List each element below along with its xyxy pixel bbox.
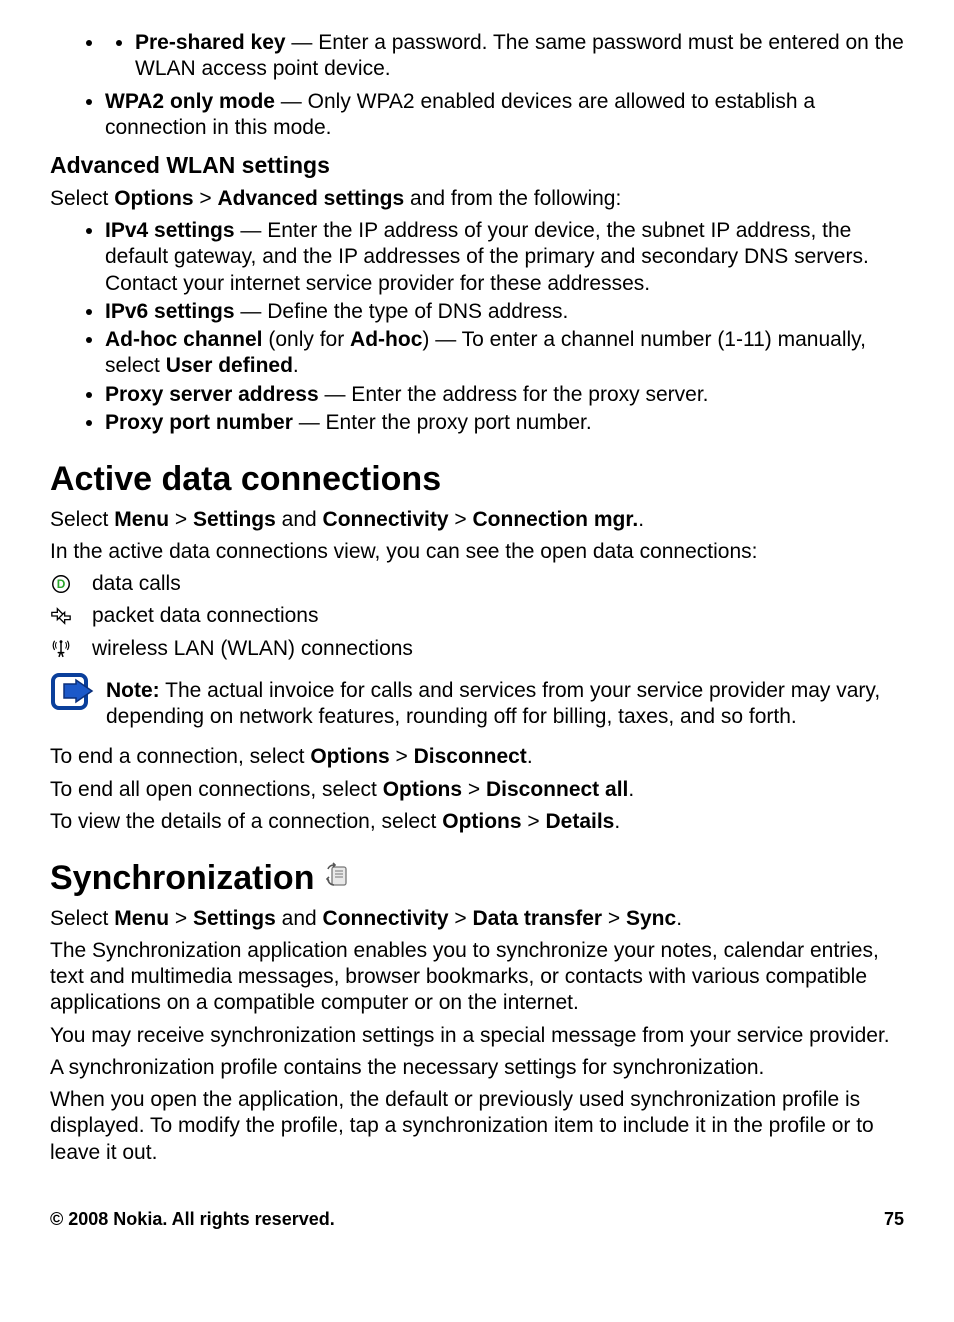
term-desc: — Enter the address for the proxy server…: [319, 383, 709, 406]
advanced-wlan-intro: Select Options > Advanced settings and f…: [50, 186, 904, 212]
nested-list: Pre-shared key — Enter a password. The s…: [105, 30, 904, 83]
active-connections-path: Select Menu > Settings and Connectivity …: [50, 507, 904, 533]
text: and from the following:: [404, 187, 621, 210]
text: Select: [50, 907, 114, 930]
path-disconnect-all: Disconnect all: [486, 778, 628, 801]
path-data-transfer: Data transfer: [473, 907, 603, 930]
sync-paragraph: When you open the application, the defau…: [50, 1087, 904, 1166]
term: IPv4 settings: [105, 219, 235, 242]
wlan-icon: [50, 638, 78, 660]
path-sep: >: [602, 907, 626, 930]
term: Proxy server address: [105, 383, 319, 406]
page-number: 75: [884, 1208, 904, 1231]
text: .: [527, 745, 533, 768]
text: .: [614, 810, 620, 833]
path-options: Options: [442, 810, 521, 833]
active-connections-heading: Active data connections: [50, 458, 904, 501]
sync-heading-row: Synchronization: [50, 857, 904, 900]
text: .: [638, 508, 644, 531]
path-sep: >: [522, 810, 546, 833]
text: and: [276, 508, 323, 531]
term: WPA2 only mode: [105, 90, 275, 113]
legend-packet-data: packet data connections: [50, 603, 904, 629]
text: To end all open connections, select: [50, 778, 383, 801]
text: To end a connection, select: [50, 745, 310, 768]
sync-paragraph: A synchronization profile contains the n…: [50, 1055, 904, 1081]
path-options: Options: [114, 187, 193, 210]
path-connectivity: Connectivity: [323, 907, 449, 930]
list-item: IPv4 settings — Enter the IP address of …: [105, 218, 904, 297]
path-connection-mgr: Connection mgr.: [473, 508, 639, 531]
path-menu: Menu: [114, 907, 169, 930]
path-settings: Settings: [193, 508, 276, 531]
text: To view the details of a connection, sel…: [50, 810, 442, 833]
text: .: [293, 354, 299, 377]
path-details: Details: [546, 810, 615, 833]
path-sep: >: [169, 508, 193, 531]
svg-text:D: D: [57, 577, 66, 591]
sync-path: Select Menu > Settings and Connectivity …: [50, 906, 904, 932]
details-instruction: To view the details of a connection, sel…: [50, 809, 904, 835]
note-icon: [50, 672, 102, 721]
path-advanced: Advanced settings: [217, 187, 404, 210]
page-footer: © 2008 Nokia. All rights reserved. 75: [50, 1208, 904, 1231]
text: User defined: [166, 354, 293, 377]
list-item: WPA2 only mode — Only WPA2 enabled devic…: [105, 89, 904, 142]
path-sep: >: [449, 508, 473, 531]
sync-paragraph: You may receive synchronization settings…: [50, 1023, 904, 1049]
path-sep: >: [390, 745, 414, 768]
text: Select: [50, 187, 114, 210]
path-disconnect: Disconnect: [414, 745, 527, 768]
copyright: © 2008 Nokia. All rights reserved.: [50, 1208, 335, 1231]
advanced-wlan-list: IPv4 settings — Enter the IP address of …: [50, 218, 904, 436]
note-block: Note: The actual invoice for calls and s…: [50, 678, 904, 737]
path-sep: >: [169, 907, 193, 930]
path-sync: Sync: [626, 907, 676, 930]
path-sep: >: [194, 187, 218, 210]
path-menu: Menu: [114, 508, 169, 531]
packet-data-icon: [50, 605, 78, 627]
path-sep: >: [462, 778, 486, 801]
term: IPv6 settings: [105, 300, 235, 323]
advanced-wlan-heading: Advanced WLAN settings: [50, 151, 904, 180]
text: .: [676, 907, 682, 930]
text: and: [276, 907, 323, 930]
list-item: Pre-shared key — Enter a password. The s…: [105, 30, 904, 83]
list-item: IPv6 settings — Define the type of DNS a…: [105, 299, 904, 325]
legend-label: packet data connections: [92, 603, 904, 629]
text: Ad-hoc: [350, 328, 422, 351]
term-desc: — Define the type of DNS address.: [235, 300, 569, 323]
legend-wlan: wireless LAN (WLAN) connections: [50, 636, 904, 662]
list-item: Proxy server address — Enter the address…: [105, 382, 904, 408]
term: Pre-shared key: [135, 31, 286, 54]
text: Select: [50, 508, 114, 531]
list-item: Ad-hoc channel (only for Ad-hoc) — To en…: [105, 327, 904, 380]
path-options: Options: [310, 745, 389, 768]
text: .: [628, 778, 634, 801]
legend-data-calls: D data calls: [50, 571, 904, 597]
path-connectivity: Connectivity: [323, 508, 449, 531]
legend-label: data calls: [92, 571, 904, 597]
term: Ad-hoc channel: [105, 328, 263, 351]
term-desc: — Enter the proxy port number.: [293, 411, 592, 434]
wlan-auth-list: Pre-shared key — Enter a password. The s…: [50, 30, 904, 141]
legend-label: wireless LAN (WLAN) connections: [92, 636, 904, 662]
text: (only for: [263, 328, 351, 351]
note-body: The actual invoice for calls and service…: [106, 679, 880, 728]
path-settings: Settings: [193, 907, 276, 930]
sync-paragraph: The Synchronization application enables …: [50, 938, 904, 1017]
sync-icon: [324, 861, 352, 896]
note-text: Note: The actual invoice for calls and s…: [50, 678, 904, 731]
active-connections-intro: In the active data connections view, you…: [50, 539, 904, 565]
path-options: Options: [383, 778, 462, 801]
synchronization-heading: Synchronization: [50, 857, 314, 900]
list-item: Pre-shared key — Enter a password. The s…: [135, 30, 904, 83]
list-item: Proxy port number — Enter the proxy port…: [105, 410, 904, 436]
disconnect-instruction: To end a connection, select Options > Di…: [50, 744, 904, 770]
term: Proxy port number: [105, 411, 293, 434]
data-calls-icon: D: [50, 573, 78, 595]
path-sep: >: [449, 907, 473, 930]
note-label: Note:: [106, 679, 160, 702]
disconnect-all-instruction: To end all open connections, select Opti…: [50, 777, 904, 803]
